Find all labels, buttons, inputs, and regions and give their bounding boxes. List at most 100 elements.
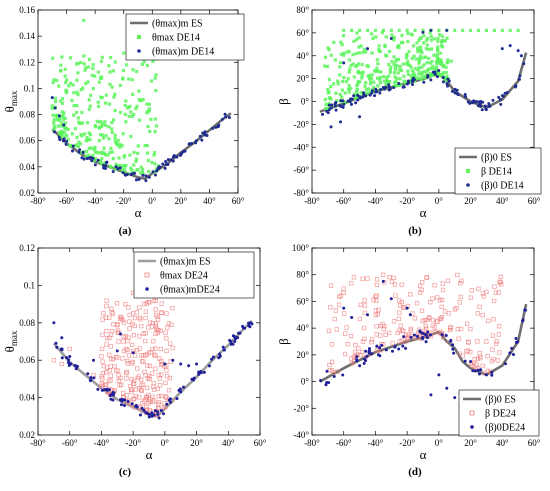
- data-point: [334, 100, 338, 104]
- y-tick-label: 0.12: [19, 57, 35, 67]
- data-point: [157, 165, 161, 169]
- data-point: [179, 362, 183, 366]
- data-point: [332, 374, 336, 378]
- data-point: [79, 60, 83, 65]
- y-tick-label: 100°: [292, 243, 310, 253]
- data-point: [389, 297, 393, 301]
- data-point: [341, 311, 347, 316]
- data-point: [432, 283, 437, 288]
- data-point: [405, 53, 409, 58]
- data-point: [75, 135, 79, 139]
- data-point: [496, 332, 502, 337]
- data-point: [349, 63, 353, 67]
- data-point: [110, 85, 114, 89]
- x-tick-label: 60°: [254, 438, 267, 448]
- data-point: [124, 63, 129, 67]
- data-point: [404, 56, 409, 60]
- data-point: [87, 153, 91, 157]
- data-point: [97, 80, 101, 84]
- data-point: [380, 343, 384, 347]
- data-point: [343, 100, 347, 104]
- data-point: [129, 342, 135, 348]
- data-point: [84, 139, 88, 143]
- data-point: [163, 362, 167, 366]
- data-point: [325, 107, 330, 111]
- data-point: [417, 76, 421, 80]
- data-point: [358, 115, 362, 119]
- data-point: [64, 91, 69, 95]
- data-point: [445, 75, 449, 79]
- data-point: [420, 70, 424, 74]
- data-point: [399, 282, 404, 287]
- data-point: [397, 45, 401, 50]
- data-point: [420, 51, 424, 55]
- panel-label: (c): [119, 466, 132, 478]
- data-point: [464, 95, 468, 99]
- data-point: [397, 28, 401, 32]
- data-point: [169, 400, 173, 404]
- data-point: [111, 170, 115, 174]
- data-point: [419, 330, 423, 334]
- data-point: [63, 134, 67, 138]
- data-point: [349, 360, 354, 366]
- data-point: [385, 54, 389, 58]
- data-point: [505, 91, 509, 95]
- data-point: [101, 164, 105, 168]
- data-point: [374, 35, 378, 39]
- data-point: [342, 351, 348, 357]
- data-point: [121, 132, 125, 136]
- data-point: [384, 82, 388, 86]
- data-point: [108, 394, 112, 398]
- data-point: [108, 150, 112, 155]
- data-point: [67, 363, 71, 367]
- data-point: [334, 91, 338, 95]
- data-point: [327, 48, 331, 52]
- data-point: [464, 321, 470, 326]
- data-point: [67, 84, 71, 88]
- data-point: [93, 125, 98, 129]
- data-point: [201, 131, 205, 135]
- data-point: [446, 58, 450, 62]
- data-point: [121, 76, 125, 80]
- data-point: [374, 324, 379, 329]
- panel-a: -80° -60° -40° -20° 0° 20° 40° 60° 0.02 0.04 0.06 0…: [2, 5, 245, 237]
- data-point: [154, 312, 159, 318]
- data-point: [51, 80, 55, 85]
- data-point: [224, 115, 228, 119]
- data-point: [354, 101, 358, 105]
- data-point: [115, 322, 120, 327]
- data-point: [339, 52, 343, 56]
- data-point: [142, 60, 146, 64]
- data-point: [68, 81, 73, 86]
- data-point: [90, 159, 94, 163]
- data-point: [326, 91, 330, 95]
- data-point: [132, 353, 138, 358]
- data-point: [388, 70, 393, 74]
- data-point: [53, 126, 57, 130]
- data-point: [156, 372, 161, 378]
- data-point: [414, 57, 419, 61]
- data-point: [387, 62, 391, 67]
- data-point: [76, 116, 80, 120]
- data-point: [95, 150, 99, 155]
- data-point: [155, 330, 160, 335]
- data-point: [183, 149, 187, 153]
- x-tick-label: 40°: [222, 438, 235, 448]
- data-point: [218, 352, 222, 356]
- data-point: [355, 355, 359, 359]
- data-point: [124, 371, 129, 376]
- data-point: [70, 98, 74, 103]
- data-point: [238, 331, 242, 335]
- data-point: [127, 326, 132, 331]
- data-point: [152, 413, 156, 417]
- data-point: [387, 49, 392, 54]
- data-point: [130, 114, 134, 119]
- panel-c: -80° -60° -40° -20° 0° 20° 40° 60° 0.02 0.04 0.06 0…: [2, 243, 267, 478]
- data-point: [423, 55, 428, 59]
- data-point: [336, 82, 340, 86]
- plot-marks: [319, 28, 528, 129]
- data-point: [147, 407, 152, 413]
- data-point: [335, 99, 339, 103]
- y-axis-label: β: [276, 338, 291, 345]
- data-point: [483, 104, 487, 108]
